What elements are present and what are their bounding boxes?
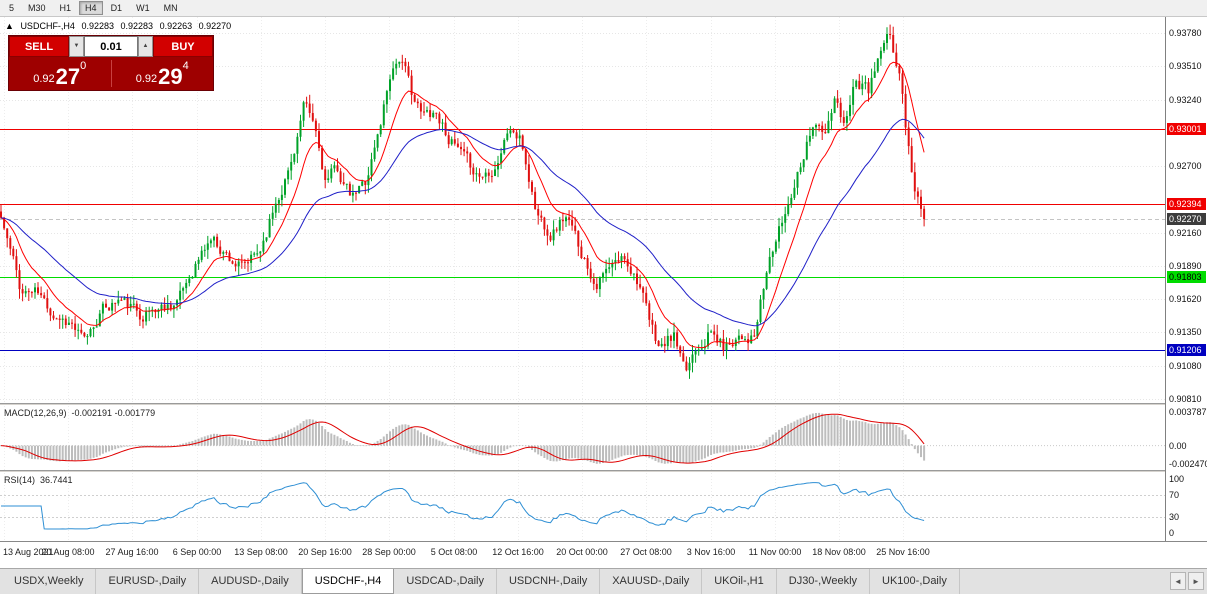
ohlc-open: 0.92283 bbox=[81, 21, 115, 31]
hline-price-label: 0.91206 bbox=[1167, 344, 1206, 356]
hline-price-label: 0.93001 bbox=[1167, 123, 1206, 135]
chart-tab-audusd-daily[interactable]: AUDUSD-,Daily bbox=[199, 569, 302, 594]
axis-tick-label: 0.92700 bbox=[1169, 161, 1202, 171]
ohlc-low: 0.92263 bbox=[159, 21, 193, 31]
axis-tick-label: 0.91350 bbox=[1169, 327, 1202, 337]
timeframe-button-mn[interactable]: MN bbox=[158, 1, 184, 15]
timeframe-button-w1[interactable]: W1 bbox=[130, 1, 156, 15]
buy-price-prefix: 0.92 bbox=[135, 73, 158, 85]
time-axis-label: 13 Sep 08:00 bbox=[234, 547, 288, 557]
axis-tick-label: 70 bbox=[1169, 490, 1180, 500]
rsi-title: RSI(14) bbox=[4, 475, 36, 485]
panel-separator[interactable] bbox=[0, 470, 1207, 473]
tabs-scroll-right-button[interactable]: ► bbox=[1188, 572, 1204, 590]
chart-main: ▲ USDCHF-,H4 0.92283 0.92283 0.92263 0.9… bbox=[0, 17, 1207, 568]
lot-size-input[interactable] bbox=[84, 36, 138, 57]
axis-tick-label: 0.91620 bbox=[1169, 294, 1202, 304]
current-price-label: 0.92270 bbox=[1167, 213, 1206, 225]
time-axis-label: 13 Aug 2021 bbox=[3, 547, 54, 557]
collapse-chart-icon[interactable]: ▲ bbox=[5, 21, 14, 31]
timeframe-toolbar: 5 M30 H1 H4 D1 W1 MN bbox=[0, 0, 1207, 17]
rsi-value: 36.7441 bbox=[40, 475, 73, 485]
macd-panel[interactable] bbox=[0, 406, 1165, 470]
ohlc-high: 0.92283 bbox=[120, 21, 154, 31]
chart-tab-usdcnh-daily[interactable]: USDCNH-,Daily bbox=[497, 569, 601, 594]
hline-price-label: 0.91803 bbox=[1167, 271, 1206, 283]
time-axis-label: 3 Nov 16:00 bbox=[686, 547, 736, 557]
time-axis-label: 27 Oct 08:00 bbox=[620, 547, 672, 557]
chart-tab-eurusd-daily[interactable]: EURUSD-,Daily bbox=[96, 569, 200, 594]
buy-price-big-digits: 29 bbox=[158, 64, 183, 89]
chart-tab-dj30-weekly[interactable]: DJ30-,Weekly bbox=[777, 569, 871, 594]
axis-tick-label: 0.90810 bbox=[1169, 394, 1202, 404]
chart-tab-uk100-daily[interactable]: UK100-,Daily bbox=[870, 569, 960, 594]
axis-tick-label: 0.93240 bbox=[1169, 95, 1202, 105]
price-divider bbox=[110, 60, 112, 87]
axis-tick-label: 0.91890 bbox=[1169, 261, 1202, 271]
sell-price-display[interactable]: 0.92 27 0 bbox=[9, 57, 111, 90]
macd-title: MACD(12,26,9) bbox=[4, 408, 67, 418]
chart-tabs: USDX,Weekly EURUSD-,Daily AUDUSD-,Daily USD… bbox=[0, 569, 1207, 594]
lot-increase-button[interactable]: ▲ bbox=[138, 36, 153, 57]
axis-tick-label: 0.003787 bbox=[1169, 407, 1207, 417]
chart-symbol-label: USDCHF-,H4 bbox=[20, 21, 75, 31]
chart-tab-usdx-weekly[interactable]: USDX,Weekly bbox=[2, 569, 97, 594]
lot-decrease-button[interactable]: ▼ bbox=[69, 36, 84, 57]
axis-tick-label: 0.92160 bbox=[1169, 228, 1202, 238]
time-axis-label: 28 Sep 00:00 bbox=[362, 547, 416, 557]
panel-separator[interactable] bbox=[0, 403, 1207, 406]
axis-tick-label: 30 bbox=[1169, 512, 1180, 522]
axis-tick-label: 0.93780 bbox=[1169, 28, 1202, 38]
tab-scroll-arrows: ◄ ► bbox=[1170, 572, 1204, 590]
timeframe-button-m30[interactable]: M30 bbox=[22, 1, 52, 15]
axis-tick-label: 0.93510 bbox=[1169, 61, 1202, 71]
axis-tick-label: 0.00 bbox=[1169, 441, 1187, 451]
sell-button[interactable]: SELL bbox=[9, 36, 69, 57]
time-axis-label: 5 Oct 08:00 bbox=[430, 547, 478, 557]
chart-tab-bar: USDX,Weekly EURUSD-,Daily AUDUSD-,Daily USD… bbox=[0, 568, 1207, 594]
axis-tick-label: 0 bbox=[1169, 528, 1175, 538]
buy-price-pipette: 4 bbox=[182, 60, 189, 72]
chart-tab-usdcad-daily[interactable]: USDCAD-,Daily bbox=[394, 569, 497, 594]
time-axis-label: 20 Aug 08:00 bbox=[41, 547, 95, 557]
timeframe-button-h1[interactable]: H1 bbox=[54, 1, 78, 15]
sell-price-prefix: 0.92 bbox=[33, 73, 55, 85]
macd-label: MACD(12,26,9) -0.002191 -0.001779 bbox=[4, 408, 160, 418]
axis-tick-label: 0.91080 bbox=[1169, 361, 1202, 371]
rsi-label: RSI(14) 36.7441 bbox=[4, 475, 78, 485]
time-axis-label: 6 Sep 00:00 bbox=[172, 547, 222, 557]
time-axis-label: 20 Oct 00:00 bbox=[556, 547, 608, 557]
time-axis-label: 25 Nov 16:00 bbox=[876, 547, 930, 557]
hline-price-label: 0.92394 bbox=[1167, 198, 1206, 210]
timeframe-button-d1[interactable]: D1 bbox=[105, 1, 129, 15]
sell-price-pipette: 0 bbox=[80, 60, 87, 72]
sell-price-big-digits: 27 bbox=[55, 64, 81, 89]
chart-tab-ukoil-h1[interactable]: UKOil-,H1 bbox=[702, 569, 777, 594]
axis-tick-label: 100 bbox=[1169, 474, 1185, 484]
chart-ohlc-header: ▲ USDCHF-,H4 0.92283 0.92283 0.92263 0.9… bbox=[5, 21, 235, 31]
ohlc-close: 0.92270 bbox=[198, 21, 232, 31]
time-axis-label: 11 Nov 00:00 bbox=[748, 547, 802, 557]
macd-values: -0.002191 -0.001779 bbox=[71, 408, 156, 418]
time-axis-label: 27 Aug 16:00 bbox=[105, 547, 159, 557]
buy-price-display[interactable]: 0.92 29 4 bbox=[112, 57, 214, 90]
chart-tab-usdchf-h4[interactable]: USDCHF-,H4 bbox=[301, 569, 395, 594]
axis-tick-label: -0.002470 bbox=[1169, 459, 1207, 469]
timeframe-button-h4[interactable]: H4 bbox=[79, 1, 103, 15]
timeframe-button-5[interactable]: 5 bbox=[3, 1, 20, 15]
price-axis[interactable]: 0.93780 0.93510 0.93240 0.92700 0.92160 0.918… bbox=[1165, 17, 1207, 541]
rsi-panel[interactable] bbox=[0, 473, 1165, 541]
time-axis-label: 18 Nov 08:00 bbox=[812, 547, 866, 557]
chart-tab-xauusd-daily[interactable]: XAUUSD-,Daily bbox=[600, 569, 703, 594]
time-axis-label: 12 Oct 16:00 bbox=[492, 547, 544, 557]
time-axis[interactable]: 13 Aug 2021 20 Aug 08:00 27 Aug 16:00 6 Sep… bbox=[0, 541, 1207, 568]
tabs-scroll-left-button[interactable]: ◄ bbox=[1170, 572, 1186, 590]
time-axis-label: 20 Sep 16:00 bbox=[298, 547, 352, 557]
buy-button[interactable]: BUY bbox=[153, 36, 213, 57]
